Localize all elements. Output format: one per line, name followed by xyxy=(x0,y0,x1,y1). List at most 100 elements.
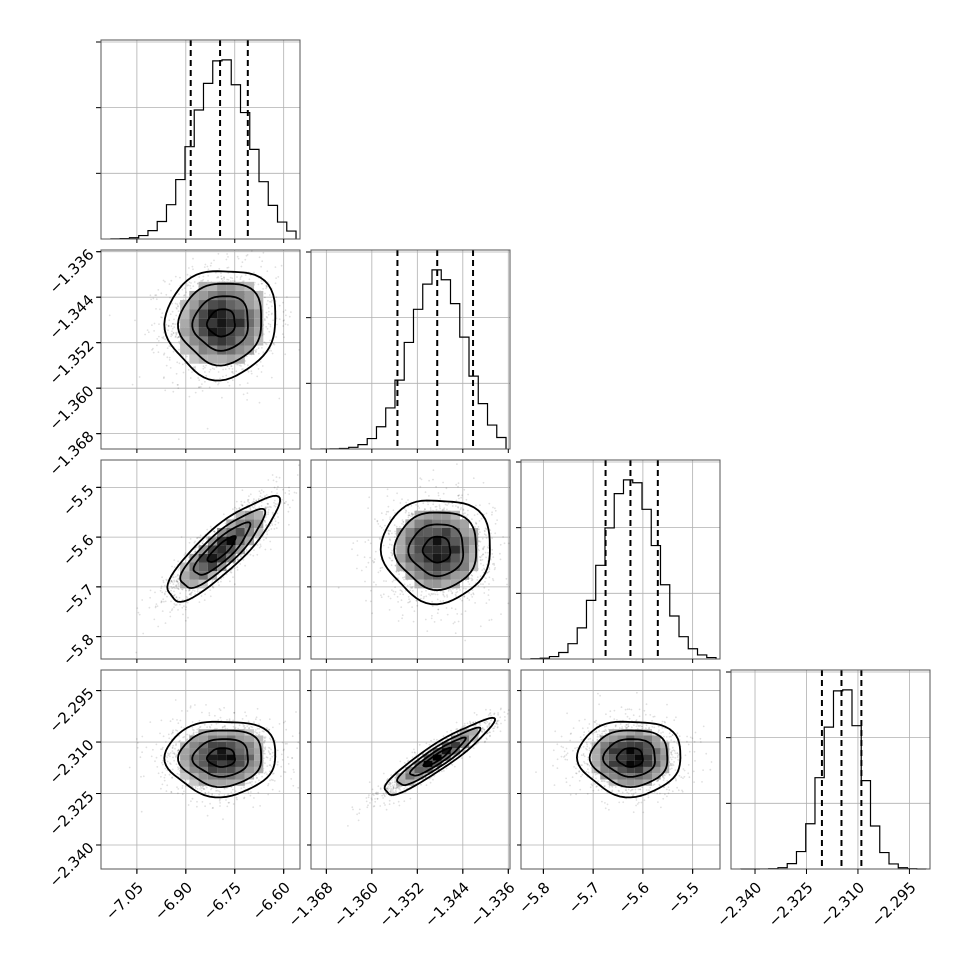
histogram-panel-4 xyxy=(726,669,931,870)
density-cell xyxy=(423,510,433,520)
density-cell xyxy=(235,527,245,537)
density-cell xyxy=(441,545,451,554)
density-cell xyxy=(432,536,442,546)
density-cell xyxy=(626,729,635,736)
contour-line xyxy=(408,736,467,777)
contour-line xyxy=(177,282,262,367)
density-cell xyxy=(450,519,460,528)
density-cell xyxy=(198,545,208,554)
density-cell xyxy=(432,760,442,767)
density-cell xyxy=(405,773,415,780)
histogram-panel-1 xyxy=(96,39,301,240)
density-cell xyxy=(180,309,190,319)
x-tick-label: −2.325 xyxy=(765,879,817,931)
panel-frame xyxy=(730,669,931,870)
density-cell xyxy=(235,345,245,355)
density-cell xyxy=(235,281,245,291)
density-cell xyxy=(235,748,245,755)
density-cell xyxy=(189,735,199,742)
density-cell xyxy=(660,760,670,767)
density-cell xyxy=(591,760,601,767)
density-cell xyxy=(226,527,236,537)
density-cell xyxy=(634,779,644,786)
density-cell xyxy=(235,309,245,319)
density-cell xyxy=(254,748,264,755)
density-cell xyxy=(226,309,236,319)
histogram-steps xyxy=(320,269,507,450)
density-cell xyxy=(207,290,218,301)
density-cell xyxy=(226,318,236,328)
histogram-steps xyxy=(530,479,717,660)
density-cell xyxy=(235,741,245,749)
density-cell xyxy=(217,729,227,736)
density-cell xyxy=(244,510,255,520)
density-cell xyxy=(235,519,245,528)
density-cell xyxy=(244,300,255,310)
density-cell xyxy=(217,318,227,328)
density-cell xyxy=(469,553,479,563)
scatter-panel-4-3 xyxy=(520,669,721,870)
panel-frame xyxy=(310,669,511,870)
density-cell xyxy=(244,748,255,755)
y-tick-label: −2.340 xyxy=(46,839,98,891)
density-cell xyxy=(254,735,264,742)
density-cell xyxy=(396,545,406,554)
density-cell xyxy=(207,354,218,364)
density-cell xyxy=(189,553,199,563)
density-cell xyxy=(652,766,661,774)
density-cell xyxy=(226,354,236,364)
density-cell xyxy=(441,510,451,520)
contour-line xyxy=(396,726,482,786)
density-cell xyxy=(660,754,670,761)
density-cell xyxy=(414,553,424,563)
density-cell xyxy=(591,754,601,761)
density-cell xyxy=(207,281,218,291)
panel-frame xyxy=(520,459,721,660)
density-cell xyxy=(405,562,415,572)
density-cell xyxy=(600,754,609,761)
density-cell xyxy=(244,766,255,774)
density-cell xyxy=(226,300,236,310)
density-cell xyxy=(244,754,255,761)
density-cell xyxy=(217,300,227,310)
density-cell xyxy=(432,754,442,761)
density-cell xyxy=(459,527,470,537)
density-cell xyxy=(441,562,451,572)
density-cell xyxy=(207,766,218,774)
density-cell xyxy=(652,748,661,755)
density-cell xyxy=(235,300,245,310)
density-cell xyxy=(459,741,470,749)
density-cell xyxy=(396,779,406,786)
density-cell xyxy=(432,562,442,572)
density-cell xyxy=(244,741,255,749)
density-cell xyxy=(608,754,618,761)
panel-frame xyxy=(310,459,511,660)
density-cell xyxy=(423,579,433,589)
y-tick-label: −5.6 xyxy=(59,531,97,569)
density-cell xyxy=(600,735,609,742)
histogram-steps xyxy=(110,59,297,240)
density-cell xyxy=(432,579,442,589)
density-cell xyxy=(450,741,460,749)
scatter-panel-2-1 xyxy=(100,249,301,450)
density-cell xyxy=(254,309,264,319)
panel-frame xyxy=(310,249,511,450)
contour-line xyxy=(421,535,452,564)
density-cell xyxy=(423,562,433,572)
density-cell xyxy=(189,741,199,749)
density-cell xyxy=(459,545,470,554)
contour-line xyxy=(615,747,644,768)
density-cell xyxy=(207,741,218,749)
density-cell xyxy=(198,735,208,742)
contour-line xyxy=(393,511,477,592)
density-cell xyxy=(217,553,227,563)
density-cell xyxy=(207,300,218,310)
density-cell xyxy=(198,553,208,563)
density-cell xyxy=(432,553,442,563)
density-cell xyxy=(244,318,255,328)
contour-line xyxy=(192,521,252,576)
x-tick-label: −2.310 xyxy=(816,879,868,931)
density-cell xyxy=(643,766,653,774)
density-cell xyxy=(235,510,245,520)
